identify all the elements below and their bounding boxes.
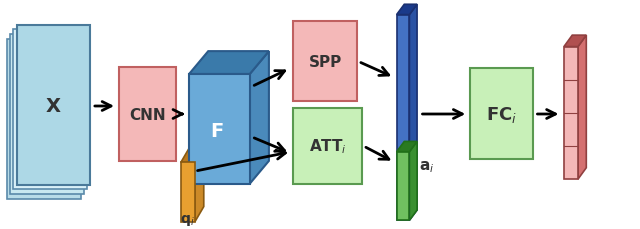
Text: X: X [45,97,61,116]
Text: q$_i$: q$_i$ [180,212,195,227]
Polygon shape [189,52,269,75]
Bar [293,109,362,184]
Text: FC$_i$: FC$_i$ [486,104,517,124]
Text: a$_i$: a$_i$ [419,159,435,175]
Polygon shape [410,142,417,220]
Polygon shape [410,5,417,220]
Polygon shape [250,52,269,184]
Text: ATT$_i$: ATT$_i$ [309,137,346,156]
Bar [10,35,84,194]
Polygon shape [578,36,586,179]
Bar [13,30,87,190]
Polygon shape [564,36,586,47]
Bar [7,39,81,199]
Bar [470,69,532,159]
Text: F: F [210,121,223,140]
Bar [293,22,357,102]
Bar [564,47,578,179]
Polygon shape [195,147,204,222]
Text: CNN: CNN [129,107,166,122]
Bar [180,163,195,222]
Bar [189,75,250,184]
Bar [397,152,410,220]
Text: SPP: SPP [308,55,342,70]
Polygon shape [397,5,417,16]
Polygon shape [180,147,204,163]
Polygon shape [397,142,417,152]
Bar [17,26,90,185]
Bar [119,68,176,161]
Bar [397,16,410,220]
